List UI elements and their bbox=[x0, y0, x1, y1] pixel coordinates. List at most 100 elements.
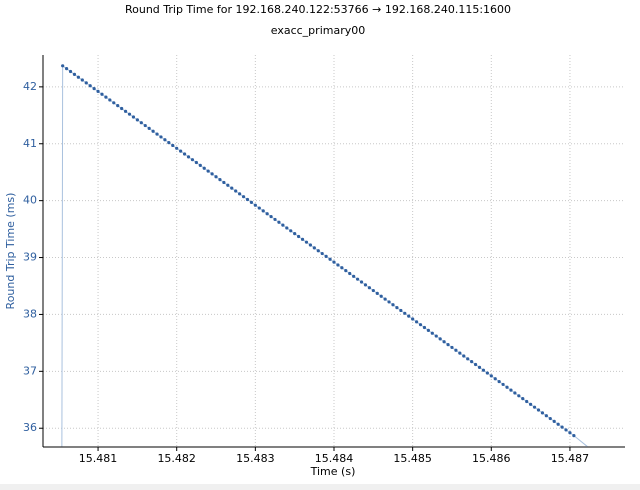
data-point bbox=[446, 342, 450, 347]
data-point bbox=[348, 271, 352, 276]
y-tick-label: 42 bbox=[23, 80, 37, 93]
data-point bbox=[304, 240, 309, 244]
data-point bbox=[458, 351, 462, 355]
data-point bbox=[163, 138, 167, 142]
data-point bbox=[241, 195, 246, 199]
data-point bbox=[367, 286, 371, 290]
chart-title: Round Trip Time for 192.168.240.122:5376… bbox=[125, 3, 511, 16]
data-point bbox=[218, 177, 222, 182]
data-point bbox=[194, 160, 198, 165]
data-point bbox=[454, 348, 458, 352]
x-tick-label: 15.481 bbox=[79, 452, 118, 465]
data-point bbox=[202, 166, 206, 170]
data-point bbox=[96, 89, 100, 94]
data-point bbox=[517, 394, 521, 398]
data-point bbox=[273, 217, 277, 222]
data-point bbox=[104, 95, 108, 99]
data-point bbox=[391, 303, 395, 307]
data-point bbox=[285, 226, 289, 230]
data-point bbox=[324, 254, 328, 259]
data-point bbox=[80, 78, 84, 82]
data-point bbox=[68, 69, 73, 74]
data-point bbox=[84, 81, 88, 85]
data-point bbox=[281, 223, 285, 227]
data-point bbox=[544, 414, 548, 418]
data-point bbox=[414, 320, 419, 324]
data-point bbox=[387, 300, 391, 304]
data-point bbox=[269, 214, 273, 219]
data-point bbox=[462, 354, 466, 358]
data-point bbox=[226, 183, 230, 187]
data-point bbox=[139, 121, 143, 125]
data-point bbox=[540, 411, 545, 415]
data-point bbox=[253, 203, 257, 207]
data-point bbox=[222, 180, 226, 185]
data-point bbox=[120, 106, 124, 111]
data-point bbox=[470, 360, 474, 364]
data-point bbox=[88, 84, 92, 88]
data-point bbox=[127, 112, 132, 116]
y-tick-label: 39 bbox=[23, 251, 37, 264]
data-point bbox=[422, 325, 427, 330]
y-axis-label: Round Trip Time (ms) bbox=[4, 193, 17, 310]
data-point bbox=[108, 98, 112, 102]
data-point bbox=[418, 323, 423, 327]
data-point bbox=[411, 317, 415, 321]
data-point bbox=[383, 297, 387, 301]
data-point bbox=[336, 263, 340, 267]
data-point bbox=[489, 374, 493, 378]
data-point bbox=[277, 220, 281, 224]
data-point bbox=[61, 64, 65, 68]
x-tick-label: 15.485 bbox=[393, 452, 432, 465]
data-point bbox=[249, 200, 254, 204]
data-point bbox=[186, 155, 191, 159]
data-point bbox=[505, 385, 509, 389]
data-point bbox=[72, 72, 77, 76]
data-point bbox=[257, 206, 261, 210]
data-point bbox=[143, 123, 147, 128]
chart-subtitle: exacc_primary00 bbox=[271, 24, 365, 37]
data-point bbox=[375, 291, 379, 295]
data-point bbox=[245, 197, 250, 202]
data-point bbox=[210, 172, 214, 176]
data-point bbox=[529, 402, 533, 406]
y-tick-label: 38 bbox=[23, 307, 37, 320]
x-tick-label: 15.484 bbox=[315, 452, 354, 465]
y-tick-label: 40 bbox=[23, 194, 37, 207]
data-point bbox=[308, 243, 313, 247]
data-point bbox=[536, 408, 541, 412]
data-point bbox=[320, 251, 324, 256]
data-point bbox=[466, 357, 470, 361]
data-point bbox=[147, 126, 151, 130]
data-point bbox=[477, 365, 482, 369]
data-point bbox=[230, 186, 234, 190]
data-point bbox=[179, 149, 183, 153]
data-point bbox=[379, 294, 383, 298]
data-point bbox=[426, 328, 430, 332]
data-point bbox=[430, 331, 434, 335]
data-point bbox=[403, 311, 407, 315]
data-point bbox=[159, 135, 163, 139]
data-point bbox=[371, 288, 375, 293]
data-point bbox=[206, 169, 210, 173]
data-point bbox=[481, 368, 486, 372]
status-strip bbox=[0, 484, 640, 490]
data-point bbox=[556, 422, 560, 426]
y-tick-label: 36 bbox=[23, 421, 37, 434]
data-point bbox=[363, 283, 368, 287]
data-point bbox=[64, 67, 69, 71]
data-point bbox=[316, 249, 320, 253]
data-point bbox=[92, 86, 96, 91]
data-point bbox=[300, 237, 305, 241]
y-tick-label: 41 bbox=[23, 137, 37, 150]
data-point bbox=[171, 143, 175, 148]
data-point bbox=[344, 269, 348, 273]
data-point bbox=[265, 212, 269, 216]
data-point bbox=[552, 419, 556, 423]
data-point bbox=[234, 189, 238, 193]
data-point bbox=[513, 391, 517, 395]
data-point bbox=[340, 266, 344, 270]
data-point bbox=[261, 209, 265, 213]
data-point bbox=[297, 234, 301, 239]
